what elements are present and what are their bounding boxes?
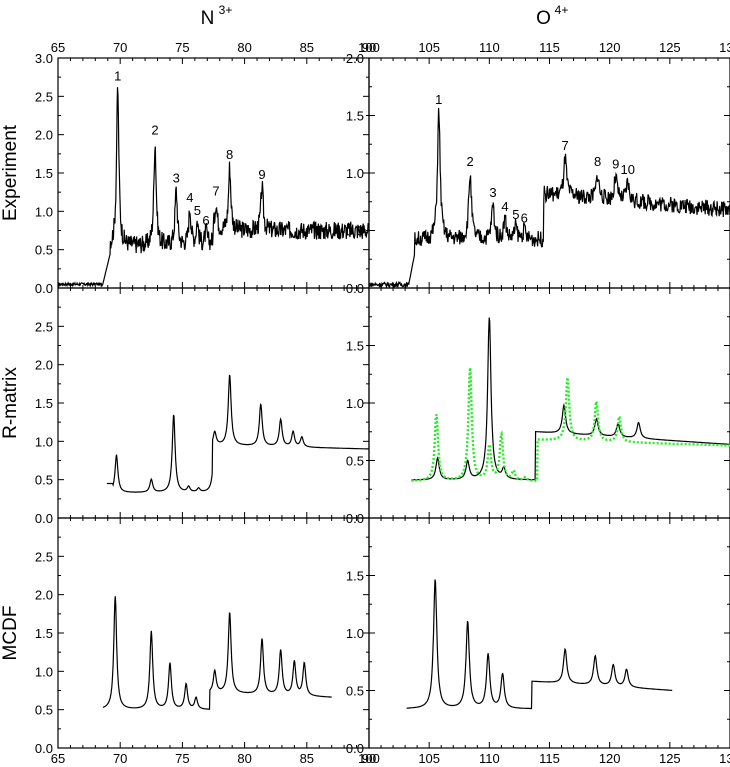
y-tick-label: 1.5 xyxy=(346,109,364,124)
x-tick-label: 120 xyxy=(599,40,621,55)
y-tick-label: 1.0 xyxy=(35,434,53,449)
y-tick-label: 0.5 xyxy=(35,243,53,258)
row-label: Experiment xyxy=(0,124,21,221)
y-tick-label: 0.0 xyxy=(35,281,53,296)
y-tick-label: 0.5 xyxy=(346,684,364,699)
peak-label: 4 xyxy=(501,199,508,214)
y-tick-label: 2.0 xyxy=(346,51,364,66)
x-tick-label: 115 xyxy=(539,40,560,55)
x-tick-label: 105 xyxy=(418,751,440,766)
peak-label: 5 xyxy=(512,207,519,222)
x-tick-label: 105 xyxy=(418,40,440,55)
peak-label: 8 xyxy=(594,154,601,169)
x-tick-label: 90 xyxy=(362,40,376,55)
panel-frame-N-experiment xyxy=(57,57,370,289)
y-tick-label: 2.5 xyxy=(35,549,53,564)
x-tick-label: 75 xyxy=(175,40,189,55)
y-tick-label: 1.0 xyxy=(346,396,364,411)
y-tick-label: 1.5 xyxy=(35,396,53,411)
y-tick-label: 2.0 xyxy=(35,588,53,603)
x-tick-label: 65 xyxy=(51,751,65,766)
x-tick-label: 130 xyxy=(719,751,730,766)
y-tick-label: 0.0 xyxy=(35,511,53,526)
y-tick-label: 2.5 xyxy=(35,319,53,334)
x-tick-label: 115 xyxy=(539,751,560,766)
column-title-charge: 3+ xyxy=(219,3,233,17)
x-tick-label: 80 xyxy=(237,751,251,766)
x-tick-label: 85 xyxy=(300,40,314,55)
peak-label: 2 xyxy=(466,154,473,169)
x-tick-label: 110 xyxy=(479,751,500,766)
y-tick-label: 0.5 xyxy=(35,473,53,488)
series-line-O-mcdf-0 xyxy=(406,579,673,710)
x-tick-label: 90 xyxy=(362,751,376,766)
peak-label: 6 xyxy=(521,211,528,226)
y-tick-label: 0.5 xyxy=(35,703,53,718)
column-title-charge: 4+ xyxy=(555,3,569,17)
x-tick-label: 85 xyxy=(300,751,314,766)
y-tick-label: 0.0 xyxy=(346,741,364,756)
x-tick-label: 130 xyxy=(719,40,730,55)
panel-frame-O-experiment xyxy=(368,57,730,289)
panel-frame-N-rmatrix xyxy=(57,287,370,519)
x-tick-label: 125 xyxy=(659,40,681,55)
y-tick-label: 3.0 xyxy=(35,51,53,66)
peak-label: 2 xyxy=(151,122,158,137)
y-tick-label: 1.5 xyxy=(35,626,53,641)
y-tick-label: 1.5 xyxy=(346,569,364,584)
peak-label: 10 xyxy=(620,162,634,177)
y-tick-label: 2.0 xyxy=(35,358,53,373)
series-line-N-experiment-0 xyxy=(58,87,369,288)
row-label: R-matrix xyxy=(0,367,21,439)
series-line-N-rmatrix-0 xyxy=(106,374,369,493)
column-title: O xyxy=(536,8,551,29)
y-tick-label: 1.0 xyxy=(35,664,53,679)
panel-frame-O-rmatrix xyxy=(368,287,730,519)
peak-label: 3 xyxy=(173,171,180,186)
y-tick-label: 2.5 xyxy=(35,89,53,104)
peak-label: 5 xyxy=(194,203,201,218)
peak-label: 4 xyxy=(186,190,193,205)
panel-frame-O-mcdf xyxy=(368,517,730,749)
panel-frame-N-mcdf xyxy=(57,517,370,749)
series-line-O-rmatrix-0 xyxy=(411,317,730,481)
peak-label: 9 xyxy=(258,167,265,182)
y-tick-label: 2.0 xyxy=(35,128,53,143)
peak-label: 1 xyxy=(114,69,121,84)
column-title: N xyxy=(201,8,215,29)
x-tick-label: 80 xyxy=(237,40,251,55)
y-tick-label: 1.5 xyxy=(346,339,364,354)
y-tick-label: 0.0 xyxy=(35,741,53,756)
y-tick-label: 0.5 xyxy=(346,454,364,469)
x-tick-label: 70 xyxy=(113,751,127,766)
y-tick-label: 1.0 xyxy=(346,626,364,641)
peak-label: 6 xyxy=(202,213,209,228)
y-tick-label: 0.5 xyxy=(346,224,364,239)
y-tick-label: 1.0 xyxy=(35,204,53,219)
x-tick-label: 100 xyxy=(358,40,380,55)
x-tick-label: 120 xyxy=(599,751,621,766)
row-label: MCDF xyxy=(0,606,21,661)
x-tick-label: 110 xyxy=(479,40,500,55)
x-tick-label: 75 xyxy=(175,751,189,766)
y-tick-label: 1.5 xyxy=(35,166,53,181)
peak-label: 9 xyxy=(612,156,619,171)
series-line-O-rmatrix-1 xyxy=(411,367,730,482)
x-tick-label: 100 xyxy=(358,751,380,766)
peak-label: 7 xyxy=(562,138,569,153)
x-tick-label: 70 xyxy=(113,40,127,55)
peak-label: 8 xyxy=(226,147,233,162)
y-tick-label: 1.0 xyxy=(346,166,364,181)
series-line-O-experiment-0 xyxy=(369,107,730,288)
peak-label: 3 xyxy=(489,185,496,200)
peak-label: 1 xyxy=(435,92,442,107)
peak-label: 7 xyxy=(212,184,219,199)
x-tick-label: 65 xyxy=(51,40,65,55)
series-line-N-mcdf-0 xyxy=(102,596,332,710)
x-tick-label: 125 xyxy=(659,751,681,766)
